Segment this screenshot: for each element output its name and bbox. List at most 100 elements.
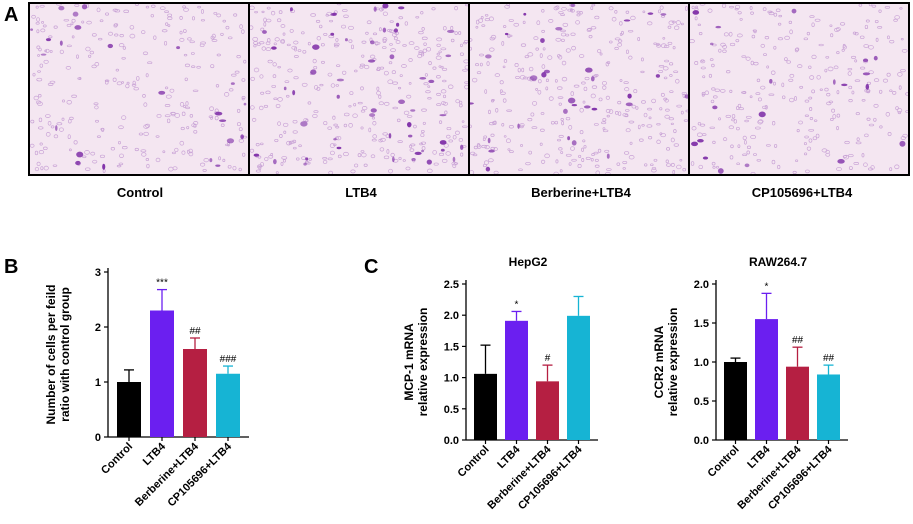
pore-mark: [565, 33, 570, 37]
pore-mark: [614, 37, 621, 41]
pore-mark: [573, 84, 580, 88]
pore-mark: [141, 152, 147, 157]
pore-mark: [121, 56, 126, 60]
cell-mark: [215, 164, 221, 167]
pore-mark: [490, 133, 495, 137]
pore-mark: [609, 40, 613, 44]
pore-mark: [873, 78, 880, 83]
micrograph-strip: [28, 2, 910, 176]
cell-mark: [841, 83, 848, 87]
cell-mark: [81, 4, 88, 10]
pore-mark: [528, 66, 534, 72]
pore-mark: [166, 118, 171, 124]
pore-mark: [784, 57, 788, 62]
cell-mark: [262, 30, 267, 34]
pore-mark: [260, 27, 265, 32]
pore-mark: [694, 16, 698, 21]
pore-mark: [391, 70, 397, 75]
cell-mark: [571, 103, 578, 107]
pore-mark: [576, 13, 581, 17]
pore-mark: [459, 100, 463, 105]
pore-mark: [519, 75, 526, 80]
pore-mark: [427, 97, 432, 100]
pore-mark: [690, 39, 695, 44]
pore-mark: [898, 85, 902, 90]
pore-mark: [671, 20, 676, 24]
y-tick-label: 0.5: [694, 396, 709, 408]
pore-mark: [777, 22, 782, 26]
pore-mark: [658, 69, 664, 73]
cell-mark: [283, 86, 287, 91]
pore-mark: [814, 18, 821, 22]
pore-mark: [505, 138, 511, 144]
pore-mark: [659, 132, 663, 136]
pore-mark: [307, 41, 311, 46]
pore-mark: [45, 48, 50, 53]
pore-mark: [35, 5, 39, 9]
pore-mark: [808, 128, 815, 132]
cell-mark: [310, 69, 317, 75]
pore-mark: [803, 37, 809, 41]
y-tick-label: 2.5: [444, 279, 459, 291]
pore-mark: [454, 6, 458, 11]
pore-mark: [323, 32, 328, 36]
pore-mark: [818, 43, 824, 47]
pore-mark: [443, 143, 449, 148]
pore-mark: [879, 125, 883, 129]
pore-mark: [49, 49, 53, 53]
pore-mark: [155, 135, 160, 138]
cell-mark: [336, 94, 340, 99]
pore-mark: [722, 44, 728, 49]
pore-mark: [561, 76, 568, 82]
pore-mark: [608, 6, 614, 11]
pore-mark: [69, 116, 74, 120]
pore-mark: [894, 15, 900, 20]
cell-mark: [330, 32, 335, 36]
pore-mark: [900, 37, 904, 41]
pore-mark: [138, 132, 144, 136]
pore-mark: [624, 151, 630, 155]
pore-mark: [281, 156, 288, 160]
pore-mark: [617, 39, 623, 43]
pore-mark: [241, 97, 245, 101]
pore-mark: [630, 15, 636, 21]
pore-mark: [374, 40, 379, 46]
pore-mark: [288, 141, 293, 145]
pore-mark: [731, 114, 736, 119]
pore-mark: [741, 91, 746, 94]
pore-mark: [821, 148, 828, 153]
pore-mark: [675, 78, 680, 84]
pore-mark: [224, 92, 230, 97]
pore-mark: [363, 163, 368, 167]
cell-mark: [344, 38, 348, 42]
pore-mark: [220, 123, 225, 127]
pore-mark: [335, 84, 339, 87]
pore-mark: [286, 43, 291, 47]
pore-mark: [493, 120, 497, 125]
pore-mark: [383, 155, 390, 160]
category-label: Control: [705, 444, 741, 480]
pore-mark: [181, 150, 186, 155]
cell-mark: [102, 163, 106, 170]
pore-mark: [866, 81, 871, 85]
cell-mark: [591, 107, 598, 111]
cell-mark: [240, 134, 245, 140]
pore-mark: [773, 12, 778, 17]
pore-mark: [729, 155, 734, 160]
pore-mark: [372, 121, 377, 126]
pore-mark: [172, 166, 178, 171]
pore-mark: [335, 125, 340, 129]
pore-mark: [454, 31, 458, 35]
pore-mark: [653, 42, 658, 45]
pore-mark: [489, 36, 495, 41]
pore-mark: [565, 153, 572, 157]
pore-mark: [547, 55, 553, 60]
pore-mark: [146, 163, 150, 169]
pore-mark: [126, 81, 130, 85]
pore-mark: [61, 117, 65, 121]
pore-mark: [459, 43, 463, 48]
category-label: Control: [99, 441, 135, 477]
pore-mark: [513, 22, 520, 27]
pore-mark: [760, 43, 766, 48]
pore-mark: [777, 164, 781, 170]
